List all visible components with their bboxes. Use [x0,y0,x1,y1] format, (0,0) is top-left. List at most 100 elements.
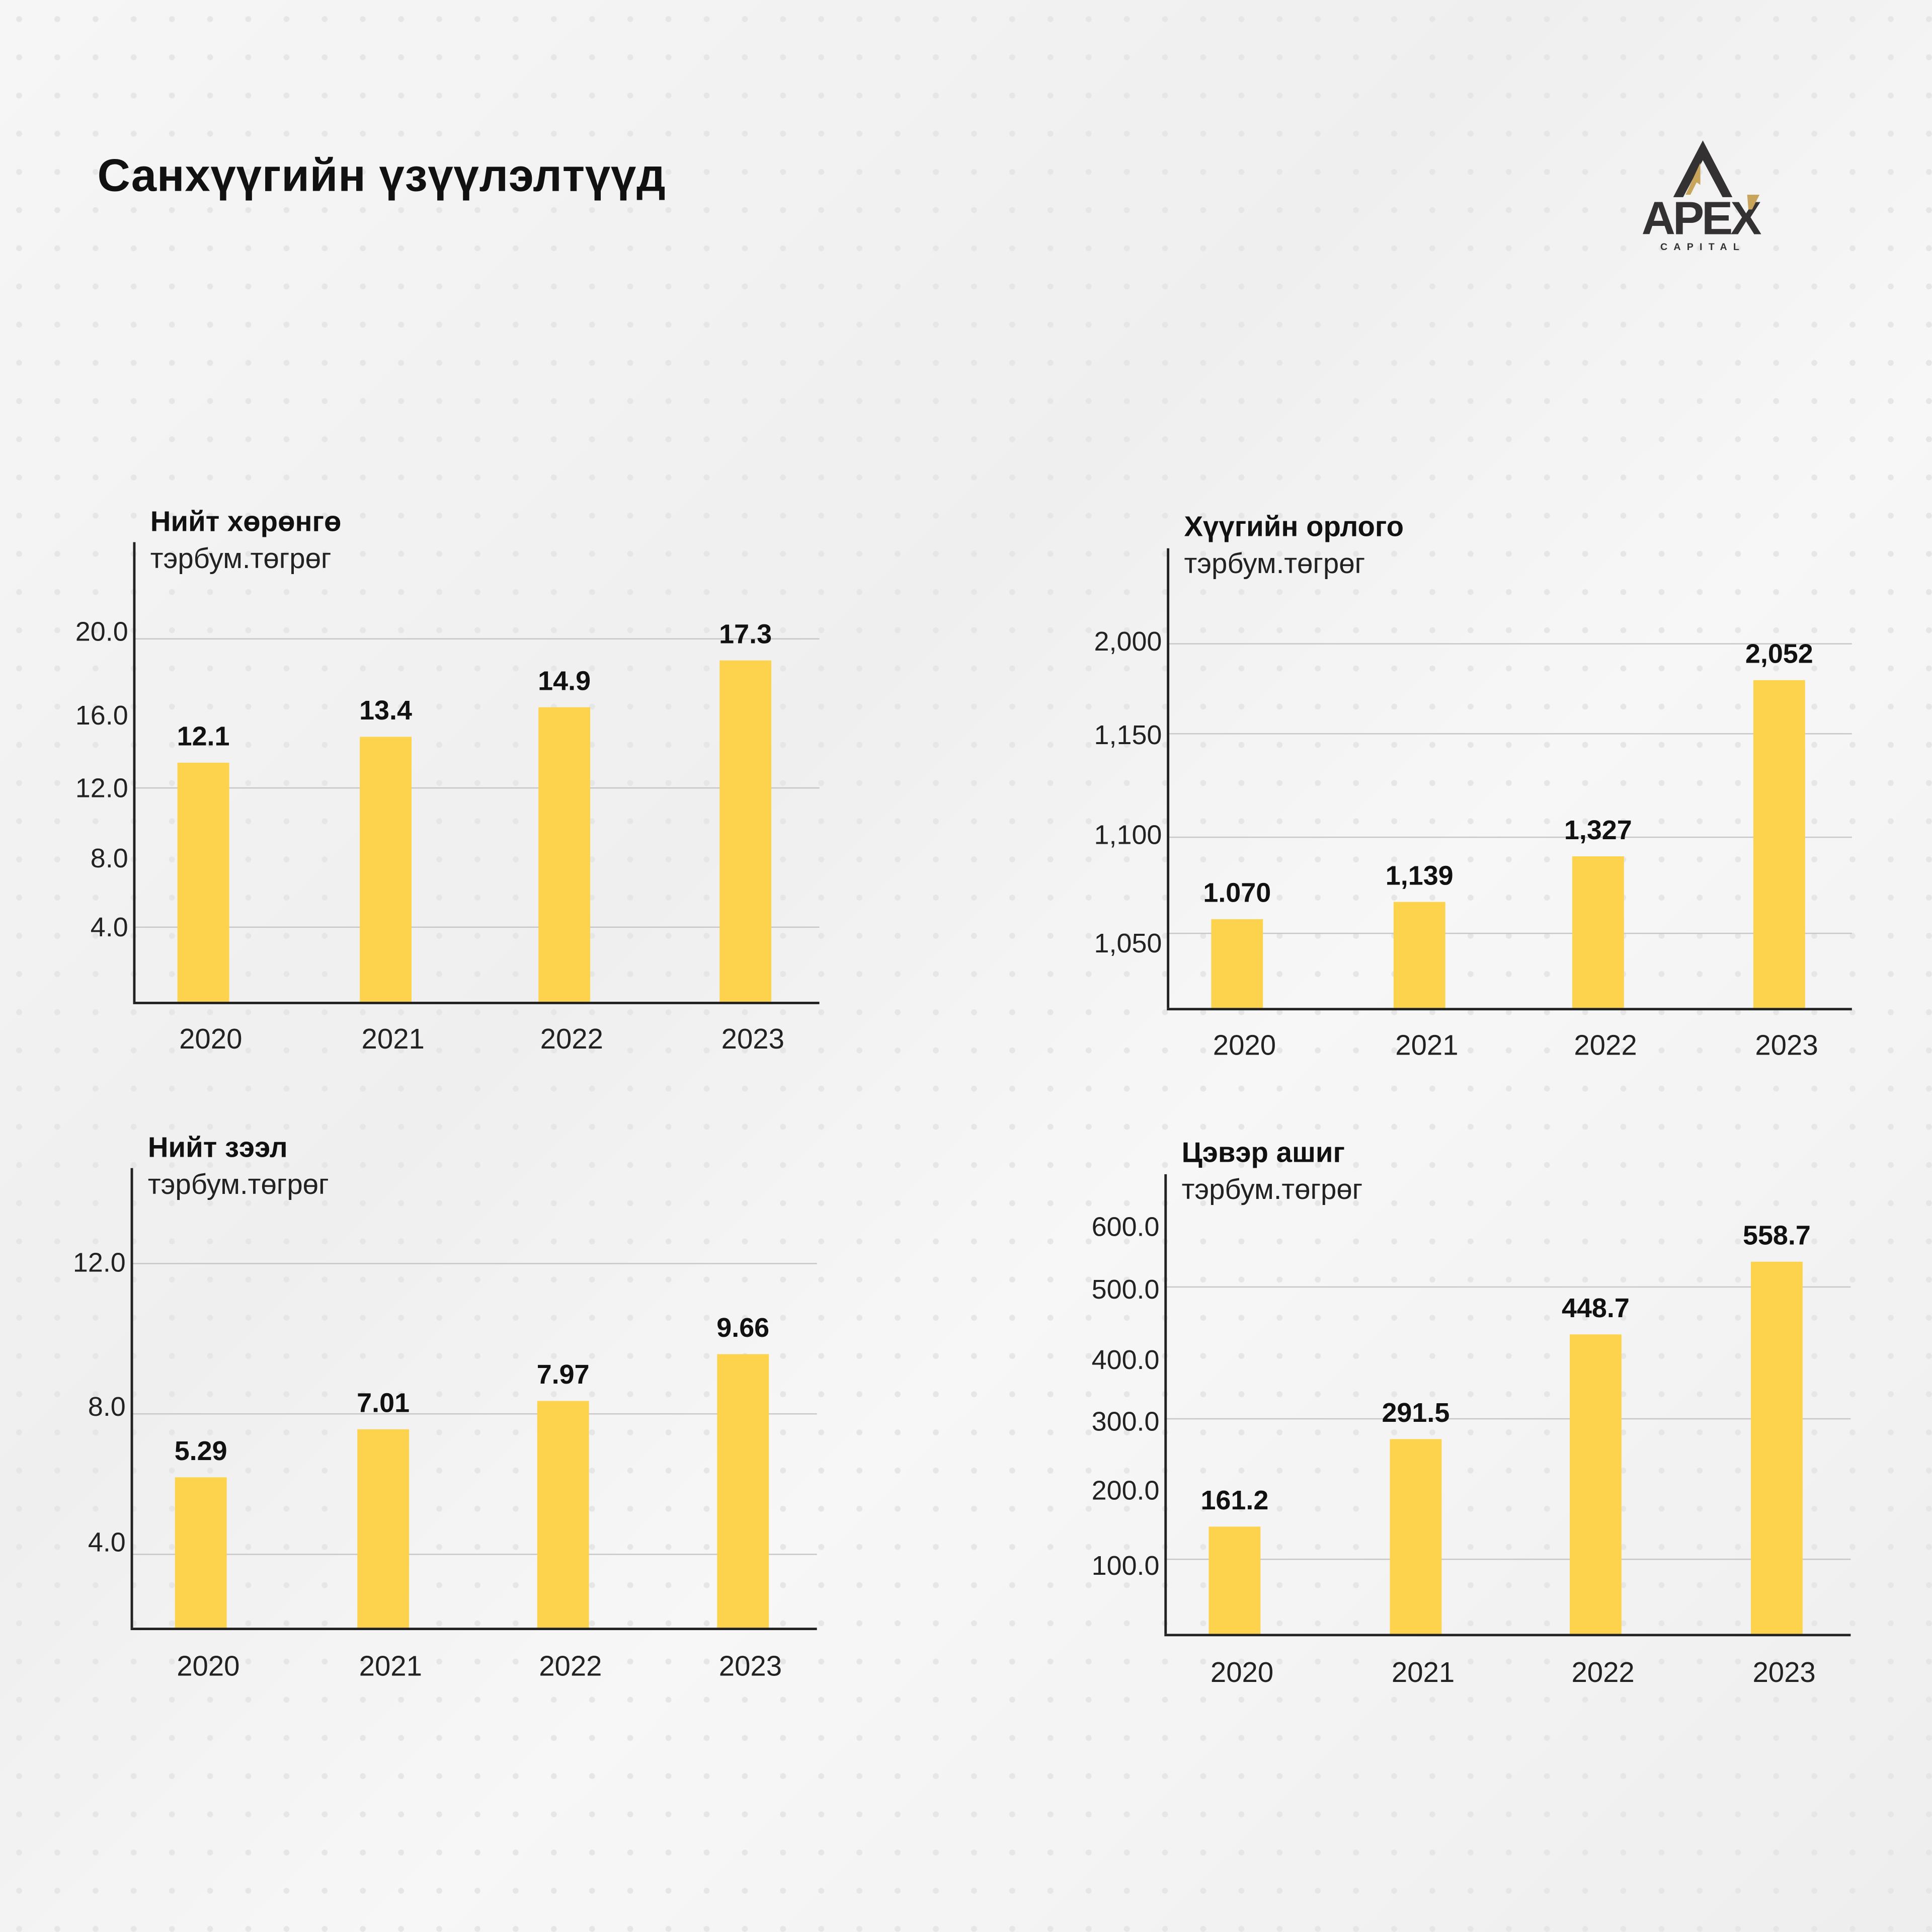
gridline [1167,643,1852,645]
y-tick-label: 4.0 [90,912,128,943]
x-tick-label: 2023 [1752,1656,1816,1688]
chart-title: Цэвэр ашиг [1181,1136,1345,1168]
gridline [1167,932,1852,935]
bar-2022 [537,1401,589,1628]
y-tick-label: 1,100 [1094,819,1162,850]
y-tick-label: 1,050 [1094,928,1162,959]
y-tick-label: 500.0 [1091,1274,1160,1305]
x-tick-label: 2022 [1574,1028,1637,1061]
svg-text:APEX: APEX [1642,192,1762,244]
bar-2023 [719,660,772,1002]
bar-2022 [1570,1335,1622,1634]
y-tick-label: 400.0 [1091,1344,1160,1376]
bar-2023 [1753,680,1805,1008]
x-tick-label: 2022 [1571,1656,1635,1688]
bar-value-label: 9.66 [716,1312,770,1343]
page-title: Санхүүгийн үзүүлэлтүүд [97,150,666,201]
x-tick-label: 2022 [539,1650,602,1682]
bar-2022 [538,707,591,1002]
bar-2023 [717,1353,769,1628]
chart-unit-label: тэрбум.төгрөг [147,1168,329,1200]
chart-unit-label: тэрбум.төгрөг [1184,547,1365,580]
bar-value-label: 12.1 [177,721,230,752]
gridline [133,638,820,640]
chart-title: Нийт зээл [147,1131,288,1163]
gridline [1164,1418,1851,1420]
bar-2020 [1209,1526,1261,1634]
bar-value-label: 1,327 [1564,815,1632,846]
bar-2021 [1393,902,1445,1008]
bar-value-label: 17.3 [719,618,772,650]
bar-value-label: 161.2 [1200,1484,1269,1515]
bar-2021 [357,1428,410,1628]
x-tick-label: 2021 [361,1022,425,1055]
bar-value-label: 448.7 [1562,1293,1630,1324]
bar-value-label: 1.070 [1203,877,1271,909]
bar-2020 [175,1477,227,1628]
apex-capital-logo: APEX CAPITAL [1642,140,1764,253]
bar-2020 [1211,919,1263,1008]
bar-value-label: 558.7 [1743,1220,1811,1251]
y-tick-label: 12.0 [72,1247,126,1278]
bar-value-label: 7.01 [357,1387,410,1418]
y-tick-label: 8.0 [88,1391,126,1422]
x-tick-label: 2023 [1755,1028,1818,1061]
bar-2021 [1390,1439,1442,1634]
y-tick-label: 4.0 [88,1526,126,1558]
y-axis [133,542,135,1002]
x-axis [1167,1008,1852,1010]
y-tick-label: 2,000 [1094,626,1162,657]
x-tick-label: 2022 [540,1022,603,1055]
bar-value-label: 1,139 [1385,860,1454,892]
gridline [130,1554,817,1556]
gridline [133,926,820,928]
y-axis [1164,1174,1167,1634]
x-tick-label: 2021 [1395,1028,1459,1061]
bar-value-label: 14.9 [538,666,591,697]
chart-unit-label: тэрбум.төгрөг [150,542,332,575]
bar-value-label: 5.29 [174,1435,227,1467]
y-tick-label: 20.0 [75,616,128,647]
gridline [1167,836,1852,839]
gridline [1167,733,1852,735]
x-tick-label: 2021 [1391,1656,1455,1688]
gridline [130,1413,817,1415]
x-axis [130,1628,817,1630]
bar-value-label: 291.5 [1382,1398,1450,1429]
x-axis [1164,1634,1851,1636]
chart-unit-label: тэрбум.төгрөг [1181,1173,1363,1205]
gridline [1164,1286,1851,1288]
y-tick-label: 8.0 [90,843,128,874]
x-tick-label: 2023 [721,1022,784,1055]
chart-title: Хүүгийн орлого [1184,510,1404,542]
y-tick-label: 12.0 [75,772,128,803]
y-axis [1167,548,1169,1008]
x-tick-label: 2021 [359,1650,422,1682]
bar-2023 [1751,1261,1803,1634]
y-tick-label: 200.0 [1091,1475,1160,1506]
y-tick-label: 600.0 [1091,1211,1160,1242]
y-tick-label: 16.0 [75,700,128,731]
y-tick-label: 1,150 [1094,719,1162,751]
bar-2022 [1572,856,1624,1008]
gridline [1164,1558,1851,1561]
bar-value-label: 13.4 [359,695,412,727]
y-tick-label: 100.0 [1091,1550,1160,1581]
svg-text:CAPITAL: CAPITAL [1660,242,1745,253]
bar-value-label: 7.97 [536,1359,590,1391]
bar-2021 [360,737,412,1002]
y-tick-label: 300.0 [1091,1406,1160,1437]
x-tick-label: 2023 [718,1650,782,1682]
gridline [133,787,820,789]
bar-value-label: 2,052 [1745,638,1813,669]
chart-title: Нийт хөрөнгө [150,505,342,537]
y-axis [130,1168,133,1628]
bar-2020 [177,763,229,1002]
x-tick-label: 2020 [1210,1656,1274,1688]
x-tick-label: 2020 [179,1022,243,1055]
x-tick-label: 2020 [1213,1028,1276,1061]
gridline [130,1263,817,1265]
x-tick-label: 2020 [177,1650,240,1682]
x-axis [133,1002,820,1004]
